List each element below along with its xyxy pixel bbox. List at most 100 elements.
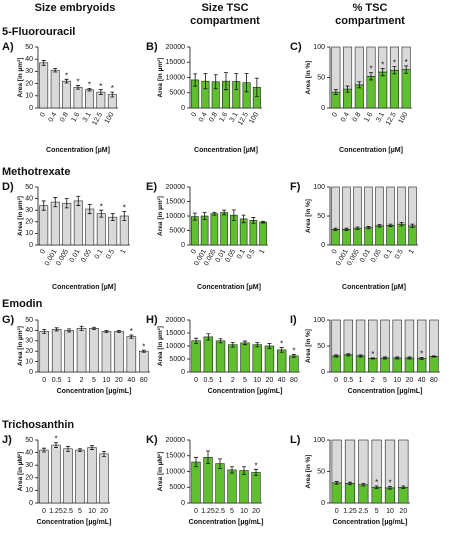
panel-label: L) xyxy=(290,434,301,446)
panel-label: J) xyxy=(2,434,12,446)
error-bar xyxy=(380,67,385,77)
significance-mark: * xyxy=(388,479,391,488)
x-tick-label: 0.005 xyxy=(55,248,70,267)
bar-segment xyxy=(342,229,351,246)
bar xyxy=(63,448,73,504)
bar-segment xyxy=(398,439,409,488)
x-axis-label: Concentration [µg/mL] xyxy=(57,388,132,395)
error-bar xyxy=(222,209,227,216)
error-bar xyxy=(54,327,59,332)
y-axis-label: Area [in µm²] xyxy=(157,58,164,98)
x-tick-label: 0.5 xyxy=(343,377,353,384)
significance-mark: * xyxy=(99,82,102,91)
panel-label: I) xyxy=(290,314,297,326)
bar-segment xyxy=(380,357,390,373)
y-tick-label: 0 xyxy=(321,369,325,376)
error-bar xyxy=(213,74,218,90)
bar-segment xyxy=(375,186,384,227)
error-bar xyxy=(104,330,109,333)
bar-segment xyxy=(368,358,378,373)
bar-segment xyxy=(354,84,364,109)
x-tick-label: 80 xyxy=(140,377,148,384)
bar-segment xyxy=(389,69,399,109)
y-tick-label: 30 xyxy=(25,462,33,469)
x-tick-label: 0.4 xyxy=(48,111,59,123)
x-tick-label: 2.5 xyxy=(215,508,225,515)
error-bar xyxy=(374,485,379,489)
y-tick-label: 50 xyxy=(25,184,33,191)
error-bar xyxy=(64,78,69,84)
significance-mark: * xyxy=(381,60,384,69)
error-bar xyxy=(254,77,259,97)
y-tick-label: 50 xyxy=(317,213,325,220)
y-axis-label: Area [in %] xyxy=(305,199,312,233)
error-bar xyxy=(192,212,197,221)
significance-mark: * xyxy=(76,78,79,87)
y-tick-label: 15000 xyxy=(166,59,186,66)
y-tick-label: 10000 xyxy=(166,74,186,81)
error-bar xyxy=(388,486,392,490)
error-bar xyxy=(261,220,266,224)
row-title: Trichosanthin xyxy=(2,419,74,431)
error-bar xyxy=(358,354,363,358)
bar-segment xyxy=(375,225,384,246)
error-bar xyxy=(291,354,296,358)
x-axis-label: Concentration [µg/mL] xyxy=(37,519,112,526)
bar-segment xyxy=(343,46,353,90)
error-bar xyxy=(129,334,134,339)
bar-segment xyxy=(408,186,417,227)
y-tick-label: 50 xyxy=(25,44,33,51)
y-axis-label: Area [in µm²] xyxy=(157,326,164,366)
x-tick-label: 1 xyxy=(120,248,128,255)
x-tick-label: 20 xyxy=(252,508,260,515)
bar xyxy=(259,221,267,246)
bar xyxy=(50,201,60,246)
x-tick-label: 12.5 xyxy=(385,111,398,126)
bar-segment xyxy=(398,486,409,504)
error-bar xyxy=(401,485,406,489)
y-tick-label: 15000 xyxy=(166,453,186,460)
y-axis-label: Area [in %] xyxy=(305,329,312,363)
x-axis-label: Concentration [µM] xyxy=(46,147,110,154)
x-tick-label: 2 xyxy=(371,377,375,384)
error-bar xyxy=(87,88,92,92)
y-tick-label: 30 xyxy=(25,338,33,345)
error-bar xyxy=(251,217,256,224)
y-tick-label: 15000 xyxy=(166,330,186,337)
error-bar xyxy=(41,60,46,66)
error-bar xyxy=(410,223,415,228)
error-bar xyxy=(116,330,121,333)
x-tick-label: 0 xyxy=(190,248,198,255)
x-tick-label: 0.01 xyxy=(69,248,82,263)
bar xyxy=(227,469,237,504)
error-bar xyxy=(193,73,198,87)
column-header: Size embryoids xyxy=(34,2,116,14)
y-tick-label: 20 xyxy=(25,475,33,482)
error-bar xyxy=(333,89,338,95)
x-tick-label: 2.5 xyxy=(63,508,73,515)
significance-mark: * xyxy=(123,203,126,212)
bar xyxy=(289,355,299,373)
x-axis-label: Concentration [µg/mL] xyxy=(333,519,408,526)
bar xyxy=(85,89,94,109)
y-axis-label: Area [in %] xyxy=(305,61,312,95)
error-bar xyxy=(90,445,94,450)
y-tick-label: 0 xyxy=(29,242,33,249)
significance-mark: * xyxy=(65,71,68,80)
bar-segment xyxy=(331,439,342,484)
x-tick-label: 1.6 xyxy=(70,111,81,123)
bar xyxy=(264,345,275,373)
x-axis-label: Concentration [µM] xyxy=(194,147,258,154)
bar-segment xyxy=(358,484,369,504)
error-bar xyxy=(361,483,366,487)
significance-mark: * xyxy=(292,347,295,356)
bar xyxy=(108,216,118,246)
error-bar xyxy=(242,466,246,475)
error-bar xyxy=(218,338,223,344)
x-tick-label: 0.5 xyxy=(246,248,257,260)
bar xyxy=(39,331,50,373)
x-tick-label: 3.1 xyxy=(375,111,386,123)
error-bar xyxy=(334,354,339,358)
x-tick-label: 0.8 xyxy=(352,111,363,123)
